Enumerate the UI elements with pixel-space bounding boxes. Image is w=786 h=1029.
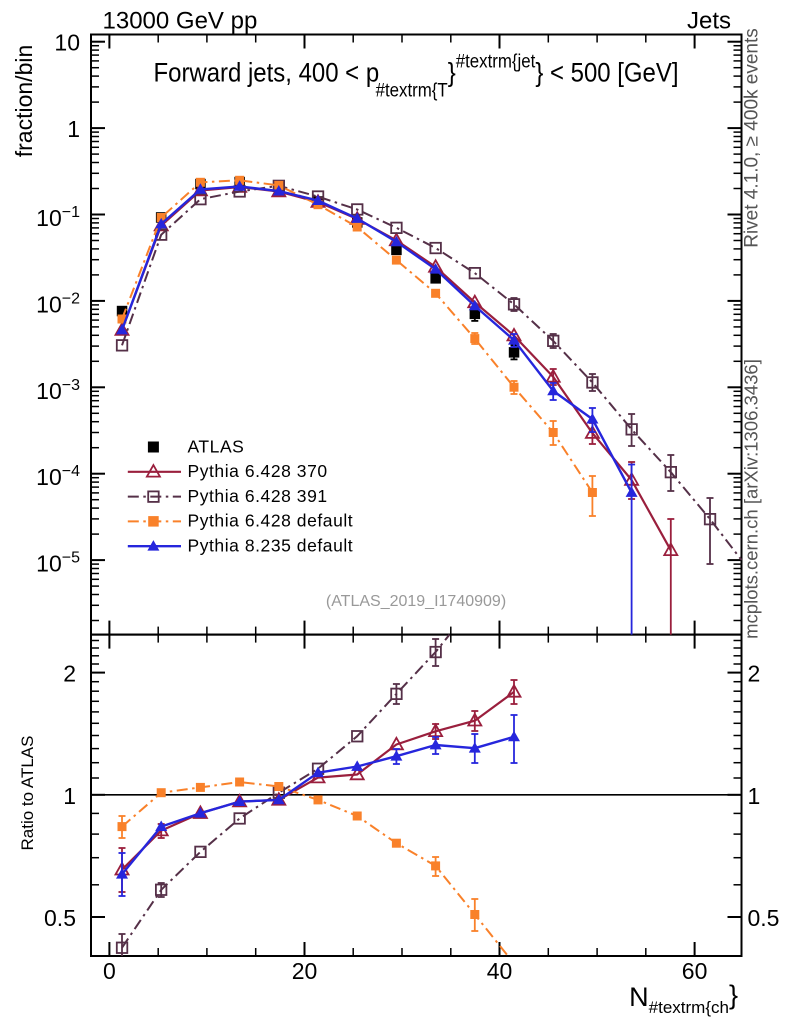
- svg-text:10−5: 10−5: [36, 550, 80, 577]
- svg-text:1: 1: [63, 783, 76, 809]
- svg-text:0.5: 0.5: [44, 905, 76, 931]
- svg-text:Pythia 6.428 default: Pythia 6.428 default: [188, 511, 354, 531]
- svg-text:60: 60: [682, 958, 708, 984]
- svg-text:mcplots.cern.ch [arXiv:1306.34: mcplots.cern.ch [arXiv:1306.3436]: [741, 359, 762, 639]
- svg-text:ATLAS: ATLAS: [188, 436, 245, 456]
- svg-text:2: 2: [63, 661, 76, 687]
- svg-text:10: 10: [54, 30, 80, 56]
- svg-text:Ratio to ATLAS: Ratio to ATLAS: [18, 736, 37, 851]
- svg-text:10−2: 10−2: [36, 290, 80, 317]
- svg-text:Rivet 4.1.0, ≥ 400k events: Rivet 4.1.0, ≥ 400k events: [742, 28, 763, 248]
- svg-text:Pythia 8.235 default: Pythia 8.235 default: [188, 536, 354, 556]
- svg-text:1: 1: [67, 116, 80, 142]
- svg-text:0.5: 0.5: [748, 905, 780, 931]
- svg-text:fraction/bin: fraction/bin: [11, 45, 37, 158]
- svg-text:Pythia 6.428 391: Pythia 6.428 391: [188, 486, 328, 506]
- svg-text:(ATLAS_2019_I1740909): (ATLAS_2019_I1740909): [326, 593, 506, 610]
- svg-text:Pythia 6.428 370: Pythia 6.428 370: [188, 461, 328, 481]
- svg-text:2: 2: [748, 661, 761, 687]
- svg-text:0: 0: [103, 958, 116, 984]
- svg-text:40: 40: [487, 958, 513, 984]
- svg-text:20: 20: [292, 958, 318, 984]
- svg-text:10−4: 10−4: [36, 463, 80, 490]
- svg-text:13000 GeV pp: 13000 GeV pp: [103, 8, 258, 35]
- svg-text:Jets: Jets: [687, 8, 731, 35]
- svg-text:1: 1: [748, 783, 761, 809]
